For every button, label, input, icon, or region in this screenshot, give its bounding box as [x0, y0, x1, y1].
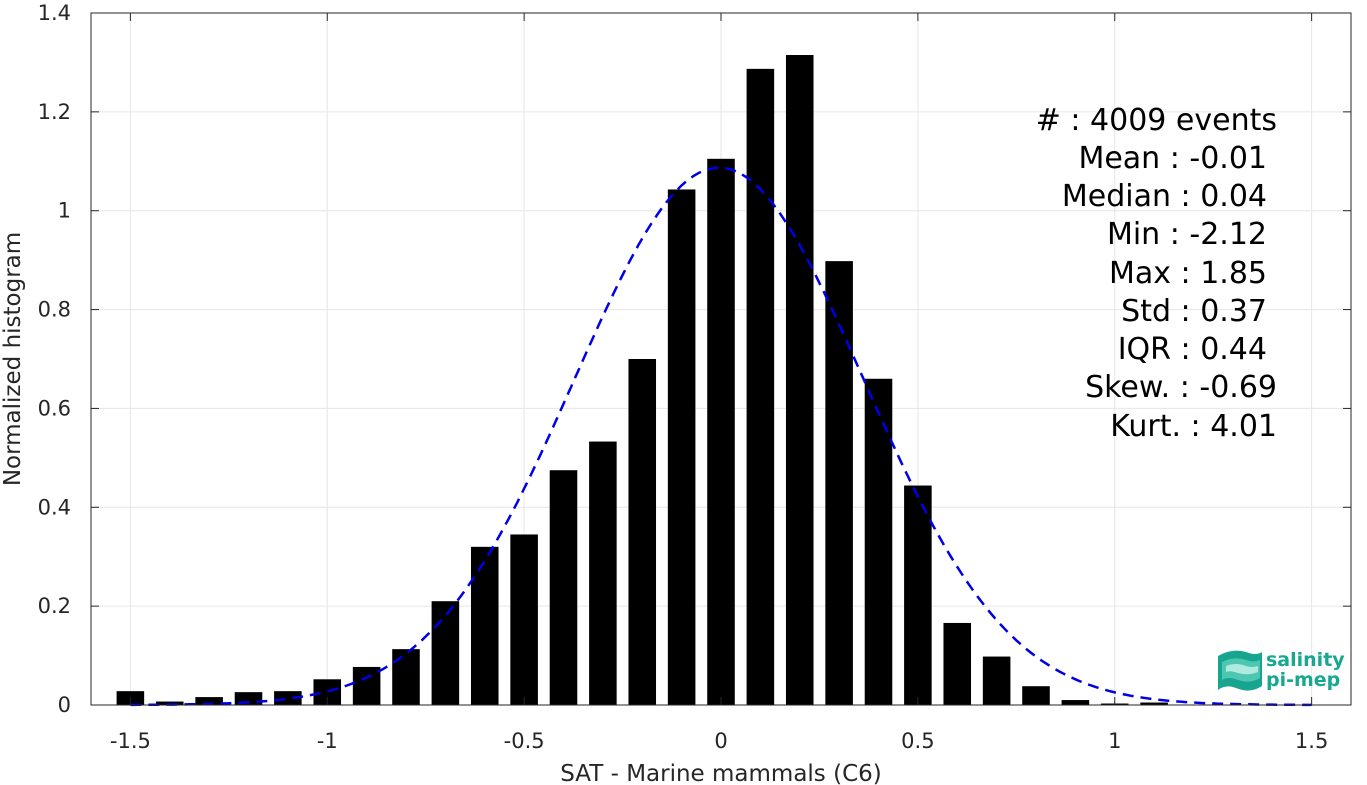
stat-count: # : 4009 events	[1036, 103, 1277, 138]
statistics-box: # : 4009 events Mean : -0.01 Median : 0.…	[1036, 103, 1277, 444]
stat-max: Max : 1.85	[1109, 256, 1267, 291]
histogram-bar	[1022, 686, 1050, 705]
y-tick-label: 1.4	[38, 1, 71, 25]
histogram-bar	[1061, 700, 1090, 705]
logo-wave-icon	[1218, 650, 1262, 691]
y-tick-label: 0.4	[38, 495, 71, 519]
histogram-bar	[1140, 702, 1168, 705]
x-tick-label: -1.5	[110, 729, 151, 753]
histogram-bar	[274, 691, 302, 705]
histogram-bar	[155, 701, 184, 705]
histogram-bar	[431, 601, 460, 705]
stat-mean: Mean : -0.01	[1078, 141, 1267, 176]
histogram-bar	[667, 189, 696, 705]
histogram-bar	[982, 656, 1011, 705]
histogram-bar	[864, 378, 893, 705]
stat-iqr: IQR : 0.44	[1118, 332, 1267, 367]
x-tick-label: -1	[317, 729, 338, 753]
x-tick-label: 1.5	[1295, 729, 1328, 753]
stat-kurtosis: Kurt. : 4.01	[1110, 409, 1277, 444]
histogram-bars	[116, 55, 1326, 706]
histogram-bar	[589, 441, 617, 705]
gaussian-fit-curve	[130, 166, 1312, 707]
stat-std: Std : 0.37	[1121, 294, 1267, 329]
x-tick-label: 0	[714, 729, 727, 753]
histogram-bar	[628, 359, 657, 705]
histogram-bar	[904, 485, 932, 705]
stat-min: Min : -2.12	[1107, 217, 1267, 252]
salinity-pimep-logo: salinity pi-mep	[1218, 649, 1345, 691]
histogram-bar	[510, 534, 538, 705]
y-tick-label: 0	[58, 693, 71, 717]
y-tick-label: 1.2	[38, 100, 71, 124]
y-axis-title: Normalized histogram	[0, 232, 26, 486]
histogram-bar	[746, 68, 775, 705]
y-axis-ticks: 0 0.2 0.4 0.6 0.8 1 1.2 1.4	[38, 1, 1351, 717]
x-tick-label: -0.5	[504, 729, 545, 753]
histogram-bar	[195, 697, 223, 705]
y-tick-label: 1	[58, 199, 71, 223]
x-tick-label: 0.5	[901, 729, 934, 753]
stat-skewness: Skew. : -0.69	[1085, 370, 1277, 405]
y-tick-label: 0.2	[38, 594, 71, 618]
histogram-bar	[352, 666, 381, 705]
y-tick-label: 0.6	[38, 396, 71, 420]
x-axis-ticks: -1.5 -1 -0.5 0 0.5 1 1.5	[110, 13, 1328, 753]
logo-text-salinity: salinity	[1266, 649, 1345, 671]
logo-text-pimep: pi-mep	[1266, 669, 1340, 691]
histogram-bar	[549, 470, 578, 705]
histogram-bar	[943, 622, 972, 705]
histogram-bar	[707, 158, 735, 706]
x-tick-label: 1	[1108, 729, 1121, 753]
histogram-bar	[785, 55, 814, 706]
histogram-bar	[392, 649, 420, 705]
histogram-bar	[470, 546, 499, 705]
x-axis-title: SAT - Marine mammals (C6)	[560, 761, 882, 785]
histogram-bar	[825, 261, 853, 705]
stat-median: Median : 0.04	[1062, 179, 1267, 214]
y-tick-label: 0.8	[38, 298, 71, 322]
